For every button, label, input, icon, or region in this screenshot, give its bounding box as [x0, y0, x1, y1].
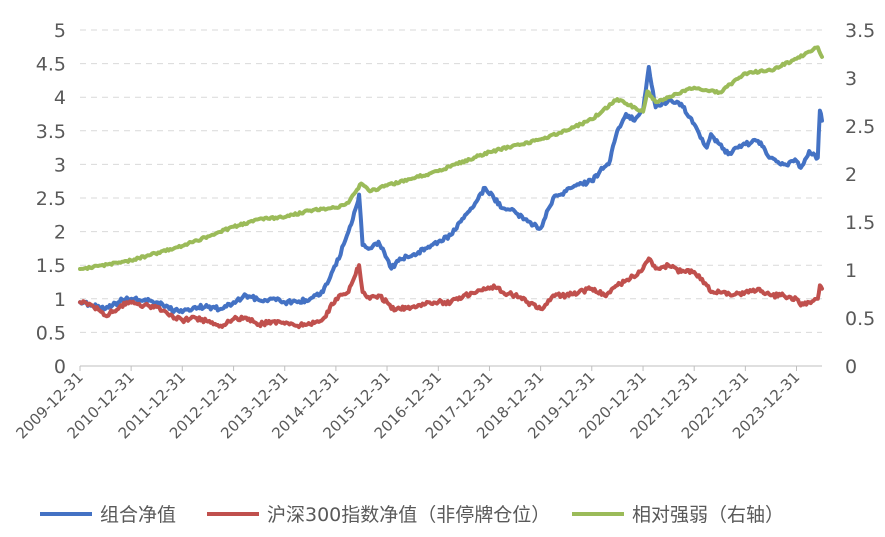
series-lines	[78, 45, 824, 330]
left-tick-label: 4.5	[36, 54, 66, 76]
legend-label-0: 组合净值	[100, 504, 176, 526]
right-tick-label: 3	[845, 68, 857, 90]
left-tick-label: 1	[54, 289, 66, 311]
legend-label-1: 沪深300指数净值（非停牌仓位）	[267, 504, 550, 526]
left-axis-ticks: 0 0.5 1 1.5 2 2.5 3 3.5 4 4.5 5	[36, 20, 66, 378]
left-tick-label: 0.5	[36, 322, 66, 344]
right-tick-label: 0	[845, 356, 857, 378]
left-tick-label: 3.5	[36, 121, 66, 143]
series-line-1	[78, 256, 824, 330]
right-tick-label: 2.5	[845, 116, 875, 138]
legend: 组合净值 沪深300指数净值（非停牌仓位） 相对强弱（右轴）	[40, 504, 784, 526]
right-tick-label: 0.5	[845, 308, 875, 330]
left-tick-label: 0	[54, 356, 66, 378]
x-axis-ticks: 2009-12-312010-12-312011-12-312012-12-31…	[12, 366, 803, 442]
left-tick-label: 1.5	[36, 255, 66, 277]
series-line-2	[78, 45, 824, 271]
left-tick-label: 2	[54, 222, 66, 244]
left-tick-label: 2.5	[36, 188, 66, 210]
series-line-0	[78, 65, 824, 315]
right-tick-label: 1.5	[845, 212, 875, 234]
left-tick-label: 5	[54, 20, 66, 42]
right-tick-label: 2	[845, 164, 857, 186]
gridlines	[80, 29, 822, 333]
right-tick-label: 3.5	[845, 20, 875, 42]
legend-label-2: 相对强弱（右轴）	[632, 504, 784, 526]
right-tick-label: 1	[845, 260, 857, 282]
left-tick-label: 3	[54, 154, 66, 176]
right-axis-ticks: 0 0.5 1 1.5 2 2.5 3 3.5	[845, 20, 875, 378]
left-tick-label: 4	[54, 87, 66, 109]
